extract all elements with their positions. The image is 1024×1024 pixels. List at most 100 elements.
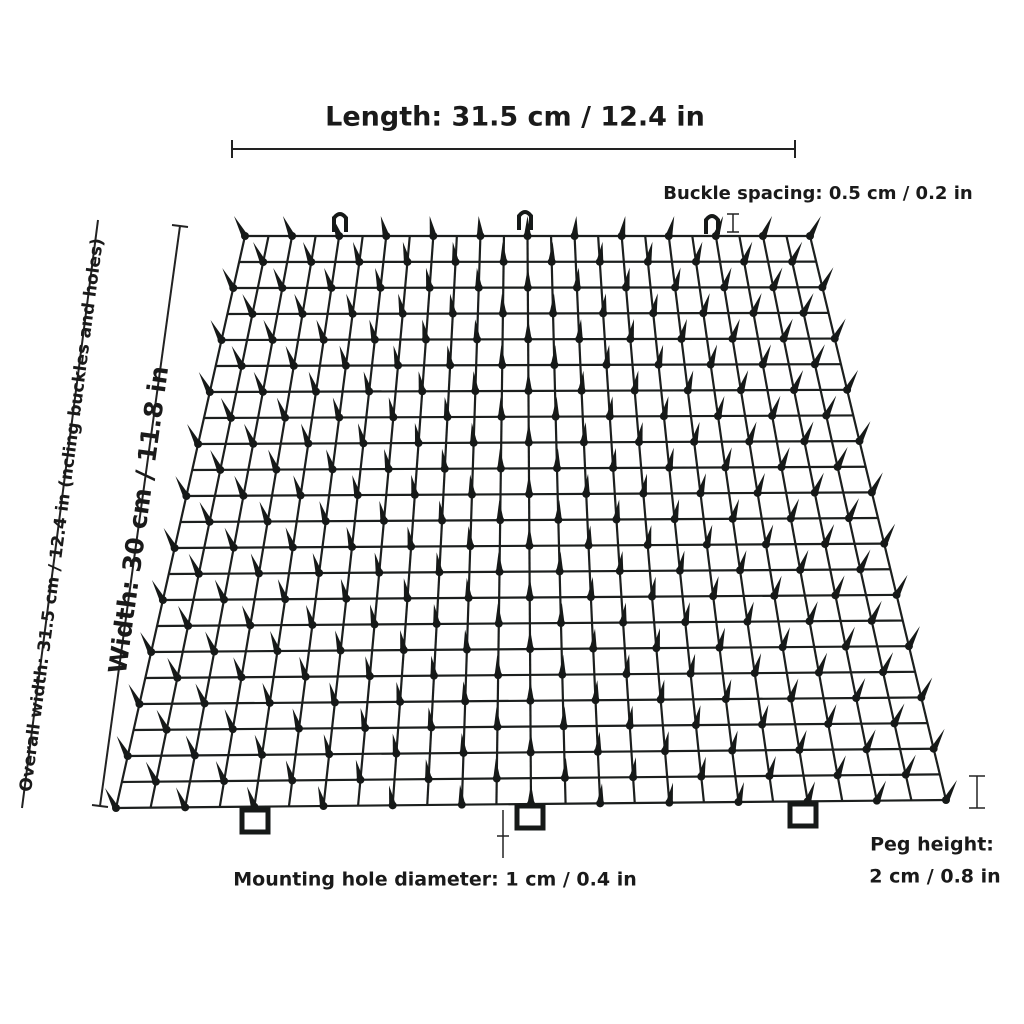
- spike: [524, 319, 532, 340]
- buckle-spacing-marker: [727, 213, 739, 233]
- spike: [616, 551, 624, 572]
- spike: [365, 656, 374, 677]
- spike: [765, 755, 776, 776]
- spike: [220, 397, 235, 418]
- spike: [622, 654, 630, 675]
- spike: [655, 344, 664, 365]
- spike: [917, 677, 933, 698]
- spike: [762, 524, 774, 545]
- spike: [379, 500, 388, 521]
- spike: [657, 679, 665, 700]
- spike: [449, 293, 457, 314]
- spike: [305, 604, 316, 625]
- mounting-tab: [239, 807, 271, 835]
- spike: [316, 319, 328, 340]
- spike: [722, 679, 732, 700]
- spike: [714, 395, 725, 416]
- spike: [292, 708, 303, 729]
- mesh-mat: [105, 210, 957, 835]
- spike: [393, 345, 402, 366]
- spike: [496, 500, 504, 521]
- spike: [375, 267, 385, 288]
- spike: [550, 345, 558, 366]
- spike: [684, 370, 694, 391]
- spike: [594, 731, 602, 752]
- spike: [461, 681, 469, 702]
- spike: [754, 472, 765, 493]
- spike: [635, 422, 643, 443]
- spike: [411, 474, 419, 495]
- spike: [163, 528, 179, 548]
- spike: [573, 267, 581, 288]
- spike: [721, 447, 732, 468]
- mesh-wire: [168, 568, 891, 576]
- spike: [326, 449, 337, 470]
- spike: [496, 551, 504, 572]
- spike: [318, 786, 327, 806]
- spike: [294, 293, 307, 314]
- spike: [323, 734, 333, 755]
- spike: [140, 632, 155, 652]
- peg-height-label-line-1: Peg height:: [870, 834, 994, 856]
- spike: [250, 553, 263, 574]
- spike: [902, 754, 916, 775]
- spike: [661, 731, 669, 752]
- spike: [795, 729, 807, 750]
- spike: [402, 241, 411, 262]
- spike: [403, 578, 411, 599]
- spike: [425, 267, 434, 288]
- spike: [262, 682, 274, 703]
- mesh-wire: [203, 414, 854, 420]
- spike: [592, 680, 600, 701]
- spike: [210, 320, 226, 340]
- mesh-wire: [180, 516, 879, 524]
- spike: [187, 424, 202, 444]
- spike: [414, 423, 423, 444]
- spike: [649, 293, 658, 314]
- spike: [622, 267, 630, 288]
- mesh-wire: [121, 773, 940, 784]
- spike: [285, 345, 298, 366]
- spike: [270, 631, 281, 652]
- spike: [606, 396, 614, 417]
- spike: [699, 293, 710, 314]
- spike: [862, 729, 876, 750]
- spike: [363, 371, 373, 392]
- spike: [222, 268, 237, 288]
- spike: [300, 423, 312, 444]
- spike: [244, 423, 257, 444]
- spike: [648, 576, 656, 597]
- spike: [758, 704, 769, 725]
- spike: [497, 448, 505, 469]
- spike: [493, 706, 501, 727]
- spike: [392, 733, 400, 754]
- spike: [612, 499, 620, 520]
- spike: [263, 319, 277, 340]
- spike: [369, 604, 379, 625]
- spike: [815, 652, 828, 673]
- spike: [339, 345, 350, 366]
- spike: [303, 241, 315, 262]
- spike: [435, 552, 443, 573]
- spike: [242, 293, 256, 314]
- spike: [285, 527, 297, 548]
- mesh-wire: [145, 670, 916, 680]
- spike: [253, 371, 267, 392]
- spike: [687, 653, 696, 674]
- spike: [548, 241, 556, 262]
- spike: [500, 241, 508, 262]
- spike: [285, 760, 296, 781]
- spike: [460, 732, 468, 753]
- spike: [652, 628, 660, 649]
- spike: [346, 526, 356, 547]
- spike: [527, 784, 535, 804]
- peg-height-label-line-2: 2 cm / 0.8 in: [869, 866, 1000, 888]
- spike: [879, 652, 894, 673]
- spike: [214, 579, 228, 600]
- spike: [660, 396, 669, 417]
- length-label: Length: 31.5 cm / 12.4 in: [325, 102, 705, 133]
- spike: [677, 318, 687, 339]
- spike: [665, 782, 673, 803]
- spike: [498, 345, 506, 366]
